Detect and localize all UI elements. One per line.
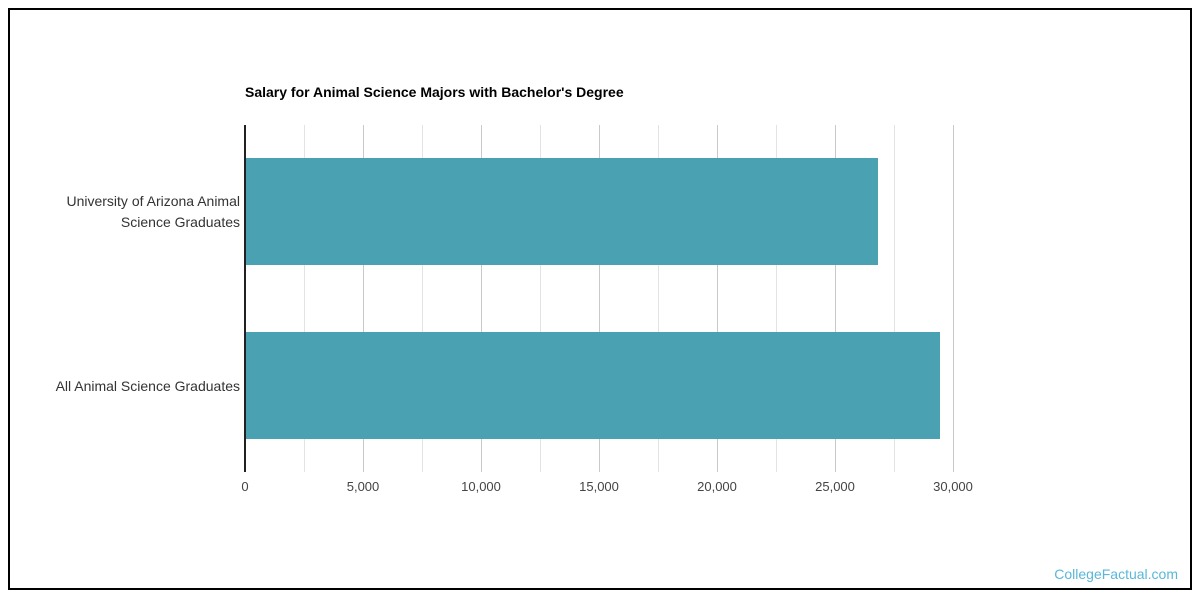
x-tick-label: 15,000 xyxy=(579,479,619,494)
gridline-major xyxy=(599,125,600,472)
gridline-minor xyxy=(422,125,423,472)
watermark-link[interactable]: CollegeFactual.com xyxy=(1054,566,1178,582)
y-axis-line xyxy=(244,125,246,472)
x-tick-label: 30,000 xyxy=(933,479,973,494)
gridline-major xyxy=(953,125,954,472)
chart-frame xyxy=(8,8,1192,590)
gridline-major xyxy=(363,125,364,472)
chart-title: Salary for Animal Science Majors with Ba… xyxy=(245,84,624,100)
category-label: University of Arizona Animal Science Grad… xyxy=(66,193,240,230)
gridline-minor xyxy=(776,125,777,472)
x-tick-label: 10,000 xyxy=(461,479,501,494)
category-label: All Animal Science Graduates xyxy=(55,377,240,394)
gridline-minor xyxy=(304,125,305,472)
x-tick-label: 0 xyxy=(241,479,249,494)
bar[interactable] xyxy=(246,158,878,265)
x-tick-label: 5,000 xyxy=(346,479,380,494)
plot-area xyxy=(245,125,954,472)
x-tick-label: 25,000 xyxy=(815,479,855,494)
gridline-major xyxy=(481,125,482,472)
gridline-major xyxy=(717,125,718,472)
x-tick-label: 20,000 xyxy=(697,479,737,494)
gridline-minor xyxy=(894,125,895,472)
bar[interactable] xyxy=(246,332,940,439)
gridline-minor xyxy=(658,125,659,472)
gridline-major xyxy=(835,125,836,472)
gridline-minor xyxy=(540,125,541,472)
